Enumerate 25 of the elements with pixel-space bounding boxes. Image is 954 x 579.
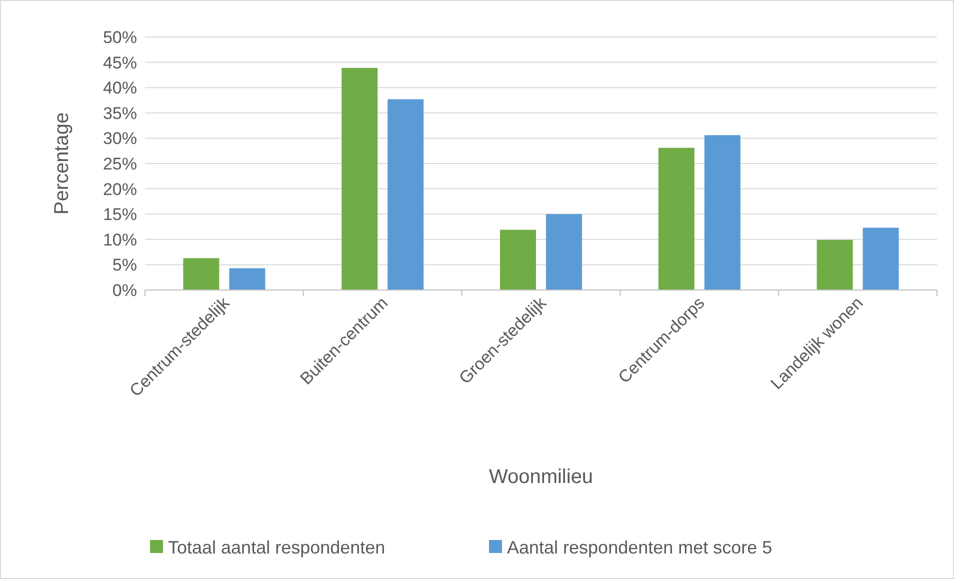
y-tick-label: 0% (112, 280, 137, 300)
bar (658, 148, 694, 290)
bar (816, 240, 853, 290)
y-tick-label: 20% (102, 180, 137, 199)
legend-label: Totaal aantal respondenten (168, 537, 386, 558)
bar (183, 258, 220, 290)
bar (388, 99, 424, 290)
y-tick-label: 45% (102, 53, 137, 72)
y-tick-label: 40% (102, 78, 137, 98)
y-tick-label: 35% (102, 104, 137, 123)
bar (500, 230, 536, 290)
bar (704, 135, 740, 290)
y-tick-label: 25% (102, 154, 137, 174)
y-tick-label: 50% (102, 28, 137, 47)
bar (229, 268, 266, 290)
bar (546, 214, 582, 290)
y-tick-label: 30% (102, 129, 137, 148)
bar (862, 228, 899, 290)
x-axis-title: Woonmilieu (488, 466, 594, 488)
y-tick-label: 5% (112, 256, 137, 275)
y-tick-label: 15% (102, 205, 137, 224)
bar (342, 68, 378, 290)
y-axis-title: Percentage (51, 112, 73, 215)
legend-label: Aantal respondenten met score 5 (507, 537, 772, 558)
y-tick-label: 10% (102, 230, 137, 250)
